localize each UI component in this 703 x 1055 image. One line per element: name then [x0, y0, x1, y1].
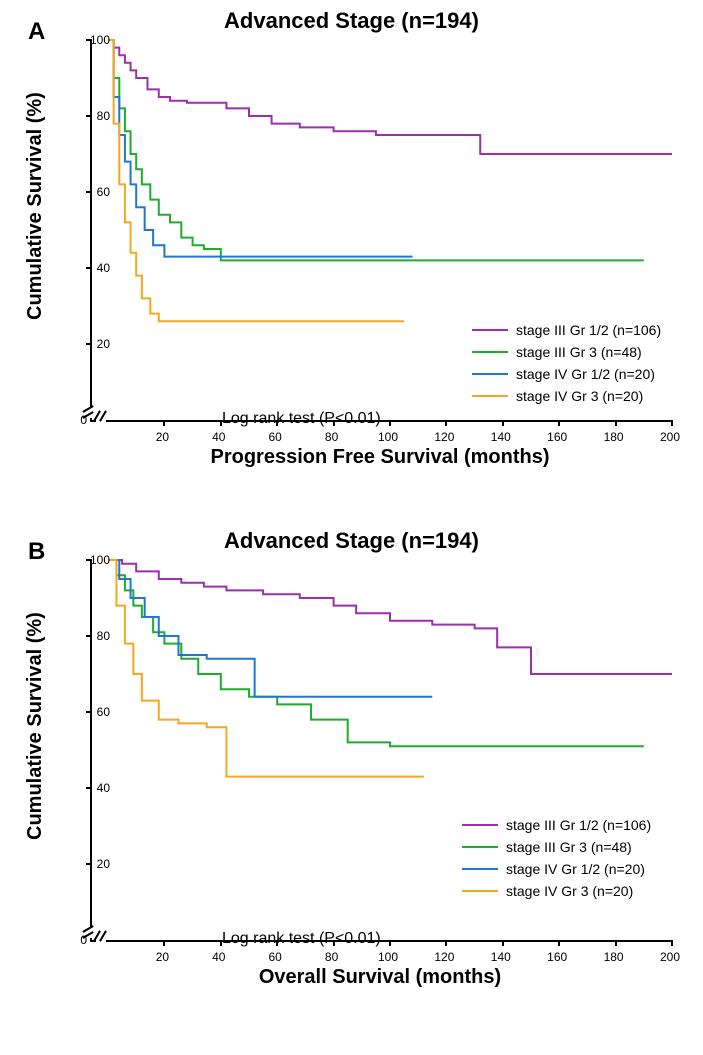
- legend-swatch: [462, 846, 498, 848]
- stat-text: Log rank test (P<0.01): [222, 410, 381, 428]
- x-tick-mark: [445, 940, 447, 946]
- series-line: [108, 560, 432, 697]
- x-axis-label: Overall Survival (months): [90, 966, 670, 989]
- x-tick-mark: [615, 940, 617, 946]
- plot-area: stage III Gr 1/2 (n=106) stage III Gr 3 (…: [90, 40, 672, 422]
- panel-a: AAdvanced Stage (n=194)stage III Gr 1/2 …: [0, 0, 703, 520]
- x-tick-mark: [558, 420, 560, 426]
- x-tick-label: 120: [424, 430, 464, 444]
- series-line: [108, 560, 672, 674]
- legend: stage III Gr 1/2 (n=106) stage III Gr 3 (…: [462, 815, 651, 903]
- x-tick-mark: [671, 940, 673, 946]
- series-line: [108, 560, 424, 777]
- x-tick-mark: [389, 940, 391, 946]
- legend-label: stage III Gr 3 (n=48): [516, 344, 642, 360]
- legend-item: stage III Gr 1/2 (n=106): [462, 815, 651, 835]
- y-tick-label: 0: [47, 413, 87, 427]
- x-tick-label: 40: [199, 430, 239, 444]
- x-tick-mark: [445, 420, 447, 426]
- x-tick-mark: [502, 420, 504, 426]
- x-tick-label: 120: [424, 950, 464, 964]
- x-tick-label: 180: [594, 430, 634, 444]
- x-tick-label: 40: [199, 950, 239, 964]
- y-tick-label: 20: [70, 857, 110, 871]
- y-tick-label: 80: [70, 629, 110, 643]
- legend: stage III Gr 1/2 (n=106) stage III Gr 3 (…: [472, 320, 661, 408]
- x-tick-label: 160: [537, 430, 577, 444]
- legend-label: stage IV Gr 1/2 (n=20): [516, 366, 655, 382]
- legend-swatch: [472, 329, 508, 331]
- y-tick-label: 20: [70, 337, 110, 351]
- legend-item: stage IV Gr 3 (n=20): [472, 386, 661, 406]
- legend-item: stage IV Gr 3 (n=20): [462, 881, 651, 901]
- series-line: [108, 40, 404, 321]
- legend-item: stage IV Gr 1/2 (n=20): [472, 364, 661, 384]
- y-tick-label: 40: [70, 261, 110, 275]
- legend-label: stage IV Gr 3 (n=20): [516, 388, 643, 404]
- y-axis-label: Cumulative Survival (%): [24, 92, 47, 320]
- legend-item: stage IV Gr 1/2 (n=20): [462, 859, 651, 879]
- legend-label: stage IV Gr 1/2 (n=20): [506, 861, 645, 877]
- chart-title: Advanced Stage (n=194): [0, 528, 703, 554]
- x-tick-label: 100: [368, 430, 408, 444]
- x-tick-label: 140: [481, 430, 521, 444]
- x-tick-mark: [389, 420, 391, 426]
- legend-swatch: [472, 373, 508, 375]
- figure-container: AAdvanced Stage (n=194)stage III Gr 1/2 …: [0, 0, 703, 1055]
- legend-swatch: [462, 824, 498, 826]
- legend-swatch: [462, 868, 498, 870]
- x-tick-mark: [163, 940, 165, 946]
- x-tick-label: 200: [650, 950, 690, 964]
- x-tick-label: 100: [368, 950, 408, 964]
- x-tick-label: 60: [255, 430, 295, 444]
- x-tick-label: 20: [142, 950, 182, 964]
- legend-item: stage III Gr 3 (n=48): [462, 837, 651, 857]
- x-tick-mark: [671, 420, 673, 426]
- y-tick-label: 100: [70, 553, 110, 567]
- legend-label: stage III Gr 1/2 (n=106): [506, 817, 651, 833]
- x-tick-label: 60: [255, 950, 295, 964]
- series-line: [108, 40, 672, 154]
- x-tick-label: 80: [312, 950, 352, 964]
- x-tick-label: 200: [650, 430, 690, 444]
- series-line: [108, 560, 644, 746]
- y-tick-label: 60: [70, 185, 110, 199]
- legend-item: stage III Gr 1/2 (n=106): [472, 320, 661, 340]
- y-axis-label: Cumulative Survival (%): [24, 612, 47, 840]
- panel-b: BAdvanced Stage (n=194)stage III Gr 1/2 …: [0, 520, 703, 1055]
- legend-swatch: [472, 395, 508, 397]
- y-tick-label: 80: [70, 109, 110, 123]
- x-tick-mark: [558, 940, 560, 946]
- y-tick-label: 40: [70, 781, 110, 795]
- x-tick-mark: [163, 420, 165, 426]
- series-line: [108, 40, 644, 260]
- x-tick-label: 20: [142, 430, 182, 444]
- x-tick-label: 180: [594, 950, 634, 964]
- x-tick-label: 160: [537, 950, 577, 964]
- y-tick-label: 100: [70, 33, 110, 47]
- plot-area: stage III Gr 1/2 (n=106) stage III Gr 3 (…: [90, 560, 672, 942]
- legend-label: stage IV Gr 3 (n=20): [506, 883, 633, 899]
- y-tick-label: 60: [70, 705, 110, 719]
- legend-label: stage III Gr 3 (n=48): [506, 839, 632, 855]
- legend-swatch: [472, 351, 508, 353]
- legend-label: stage III Gr 1/2 (n=106): [516, 322, 661, 338]
- chart-title: Advanced Stage (n=194): [0, 8, 703, 34]
- stat-text: Log rank test (P<0.01): [222, 930, 381, 948]
- legend-item: stage III Gr 3 (n=48): [472, 342, 661, 362]
- y-tick-label: 0: [47, 933, 87, 947]
- x-axis-label: Progression Free Survival (months): [90, 446, 670, 469]
- x-tick-mark: [502, 940, 504, 946]
- legend-swatch: [462, 890, 498, 892]
- x-tick-label: 80: [312, 430, 352, 444]
- x-tick-mark: [615, 420, 617, 426]
- x-tick-label: 140: [481, 950, 521, 964]
- series-line: [108, 40, 413, 257]
